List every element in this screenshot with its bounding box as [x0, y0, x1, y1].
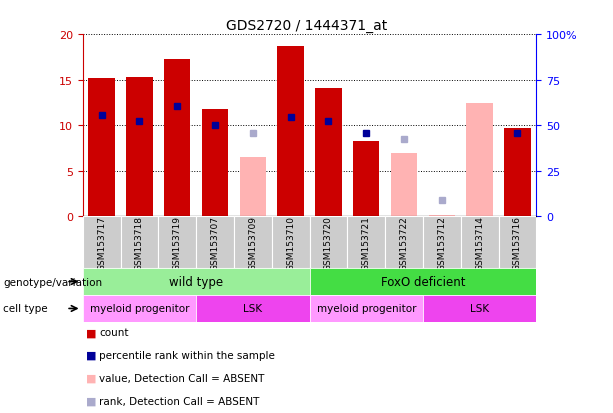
- Bar: [310, 268, 536, 295]
- Text: GDS2720 / 1444371_at: GDS2720 / 1444371_at: [226, 19, 387, 33]
- Bar: [504, 129, 531, 217]
- Bar: [310, 295, 423, 322]
- Text: myeloid progenitor: myeloid progenitor: [89, 304, 189, 314]
- Bar: [428, 215, 455, 217]
- Text: value, Detection Call = ABSENT: value, Detection Call = ABSENT: [99, 373, 265, 383]
- Bar: [196, 217, 234, 268]
- Text: GSM153710: GSM153710: [286, 215, 295, 270]
- Text: LSK: LSK: [470, 304, 489, 314]
- Bar: [423, 217, 461, 268]
- Text: ■: ■: [86, 328, 96, 337]
- Bar: [126, 78, 153, 217]
- Bar: [498, 217, 536, 268]
- Text: GSM153722: GSM153722: [400, 215, 409, 270]
- Text: GSM153721: GSM153721: [362, 215, 371, 270]
- Bar: [348, 217, 385, 268]
- Text: myeloid progenitor: myeloid progenitor: [316, 304, 416, 314]
- Bar: [234, 217, 272, 268]
- Text: ■: ■: [86, 373, 96, 383]
- Text: count: count: [99, 328, 129, 337]
- Text: GSM153709: GSM153709: [248, 215, 257, 270]
- Text: wild type: wild type: [169, 275, 223, 288]
- Text: genotype/variation: genotype/variation: [3, 277, 102, 287]
- Text: GSM153720: GSM153720: [324, 215, 333, 270]
- Bar: [202, 109, 228, 217]
- Text: percentile rank within the sample: percentile rank within the sample: [99, 350, 275, 360]
- Text: LSK: LSK: [243, 304, 262, 314]
- Bar: [196, 295, 310, 322]
- Bar: [466, 104, 493, 217]
- Bar: [310, 217, 348, 268]
- Text: GSM153719: GSM153719: [173, 215, 182, 270]
- Bar: [88, 79, 115, 217]
- Text: GSM153707: GSM153707: [210, 215, 219, 270]
- Text: ■: ■: [86, 350, 96, 360]
- Text: FoxO deficient: FoxO deficient: [381, 275, 465, 288]
- Bar: [121, 217, 158, 268]
- Bar: [385, 217, 423, 268]
- Bar: [461, 217, 498, 268]
- Text: cell type: cell type: [3, 304, 48, 314]
- Text: ■: ■: [86, 396, 96, 406]
- Text: GSM153714: GSM153714: [475, 215, 484, 270]
- Bar: [164, 59, 191, 217]
- Bar: [353, 141, 379, 217]
- Bar: [83, 217, 121, 268]
- Bar: [272, 217, 310, 268]
- Bar: [423, 295, 536, 322]
- Bar: [315, 89, 341, 217]
- Bar: [83, 268, 310, 295]
- Text: GSM153716: GSM153716: [513, 215, 522, 270]
- Text: GSM153712: GSM153712: [437, 215, 446, 270]
- Text: GSM153717: GSM153717: [97, 215, 106, 270]
- Text: GSM153718: GSM153718: [135, 215, 144, 270]
- Bar: [391, 153, 417, 217]
- Bar: [278, 47, 304, 217]
- Bar: [240, 158, 266, 217]
- Bar: [158, 217, 196, 268]
- Text: rank, Detection Call = ABSENT: rank, Detection Call = ABSENT: [99, 396, 260, 406]
- Bar: [83, 295, 196, 322]
